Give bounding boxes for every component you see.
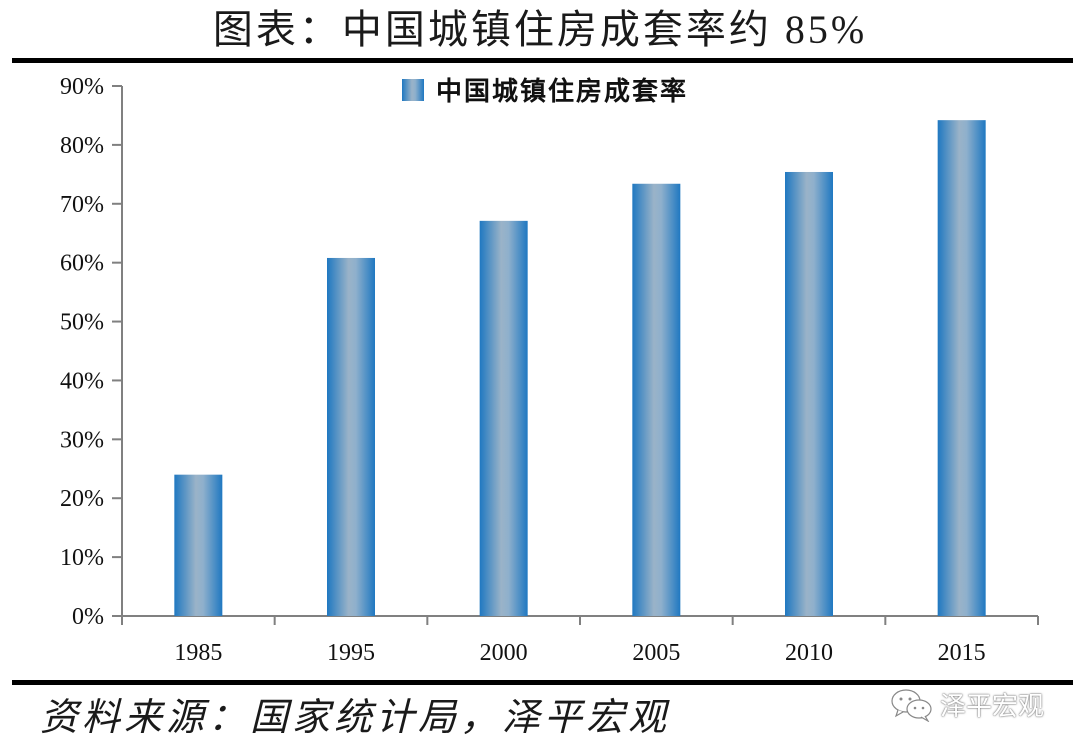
bar-2010 <box>785 171 833 616</box>
legend: 中国城镇住房成套率 <box>402 76 688 107</box>
x-tick-label: 2005 <box>632 640 680 666</box>
top-divider <box>12 58 1073 63</box>
bottom-divider <box>12 680 1073 685</box>
bar-2000 <box>479 220 528 616</box>
wechat-icon <box>891 688 932 722</box>
legend-swatch <box>402 79 424 101</box>
x-tick-label: 2010 <box>785 640 833 666</box>
source-note: 资料来源：国家统计局，泽平宏观 <box>40 697 671 739</box>
y-axis: 0% 10% 20% 30% 40% 50% 60% 70% 80% 90% <box>60 74 123 630</box>
x-axis: 1985 1995 2000 2005 2010 2015 <box>112 615 1039 666</box>
y-tick-label: 90% <box>60 74 104 100</box>
y-tick-label: 0% <box>72 604 104 630</box>
y-tick-label: 80% <box>60 133 104 159</box>
bar-1995 <box>327 257 375 616</box>
y-tick-label: 20% <box>60 486 104 512</box>
y-tick-label: 50% <box>60 310 104 336</box>
y-tick-label: 30% <box>60 427 104 453</box>
y-tick-label: 10% <box>60 545 104 571</box>
watermark-text: 泽平宏观 <box>940 692 1045 722</box>
x-tick-label: 2015 <box>938 640 986 666</box>
bar-2005 <box>632 183 681 616</box>
x-tick-label: 1995 <box>327 640 375 666</box>
watermark: 泽平宏观 <box>890 686 1044 723</box>
bar-1985 <box>174 474 223 616</box>
legend-label: 中国城镇住房成套率 <box>436 76 688 107</box>
x-tick-label: 1985 <box>174 640 222 666</box>
chart-title: 图表：中国城镇住房成套率约 85% <box>212 7 868 52</box>
y-tick-label: 60% <box>60 251 104 277</box>
x-tick-label: 2000 <box>480 640 528 666</box>
y-tick-label: 40% <box>60 368 104 394</box>
bar-2015 <box>937 120 986 617</box>
y-tick-label: 70% <box>60 192 104 218</box>
bar-chart: 0% 10% 20% 30% 40% 50% 60% 70% 80% 90% 1985 1995 20… <box>60 74 1039 666</box>
bars <box>174 120 986 617</box>
